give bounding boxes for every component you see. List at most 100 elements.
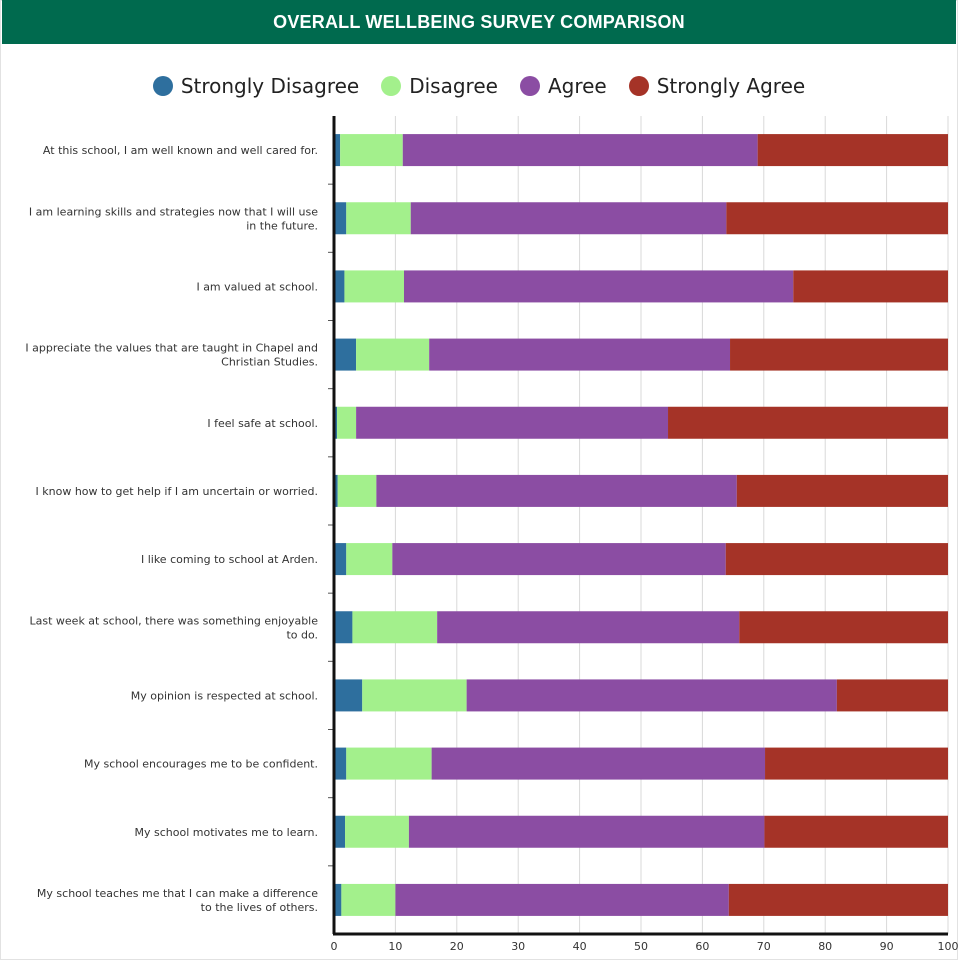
bar-segment	[668, 406, 948, 439]
bar-segment	[334, 474, 338, 507]
bar-segment	[392, 543, 726, 576]
bar-segment	[403, 270, 794, 303]
category-label: I am valued at school.	[196, 280, 318, 293]
bar-segment	[346, 747, 432, 780]
x-tick-label: 90	[880, 940, 894, 953]
bar-segment	[402, 134, 758, 167]
x-tick-label: 70	[757, 940, 771, 953]
category-label: My school teaches me that I can make a d…	[37, 887, 318, 914]
category-label: At this school, I am well known and well…	[43, 144, 318, 157]
bar-segment	[793, 270, 948, 303]
bar-segment	[410, 202, 727, 235]
bar-segment	[346, 543, 393, 576]
legend-item[interactable]: Strongly Disagree	[152, 74, 360, 98]
x-tick-label: 60	[695, 940, 709, 953]
category-label-line: I am learning skills and strategies now …	[29, 205, 318, 218]
bar-segment	[334, 406, 338, 439]
legend-item[interactable]: Disagree	[381, 74, 498, 98]
category-label-line: to do.	[286, 628, 318, 641]
category-label: My school motivates me to learn.	[134, 826, 318, 839]
bar-segment	[356, 406, 669, 439]
legend-label: Strongly Disagree	[180, 74, 360, 98]
bar-segment	[765, 747, 948, 780]
category-label-line: I feel safe at school.	[207, 417, 318, 430]
category-label-line: I know how to get help if I am uncertain…	[36, 485, 318, 498]
x-tick-label: 80	[818, 940, 832, 953]
bar-segment	[725, 543, 948, 576]
category-label-line: My school teaches me that I can make a d…	[37, 887, 318, 900]
category-label-line: My school encourages me to be confident.	[84, 758, 318, 771]
bar-segment	[334, 543, 347, 576]
bar-segment	[728, 883, 948, 916]
category-label-line: in the future.	[246, 219, 318, 232]
bar-segment	[334, 338, 357, 371]
legend-swatch	[628, 76, 649, 96]
category-label: My school encourages me to be confident.	[84, 758, 318, 771]
x-tick-label: 100	[938, 940, 958, 953]
category-label-line: At this school, I am well known and well…	[43, 144, 318, 157]
category-label-line: My school motivates me to learn.	[134, 826, 318, 839]
category-label: I feel safe at school.	[207, 417, 318, 430]
bar-segment	[334, 679, 363, 712]
bar-segment	[739, 611, 948, 644]
bar-segment	[429, 338, 731, 371]
legend-swatch	[519, 76, 540, 96]
bar-segment	[345, 815, 409, 848]
bar-segment	[344, 270, 404, 303]
bar-segment	[466, 679, 837, 712]
bar-segment	[757, 134, 948, 167]
category-label: Last week at school, there was something…	[30, 614, 319, 641]
category-label: I am learning skills and strategies now …	[29, 205, 318, 232]
x-tick-label: 40	[573, 940, 587, 953]
category-label-line: Christian Studies.	[221, 356, 318, 369]
legend-label: Agree	[547, 74, 607, 98]
x-tick-label: 10	[388, 940, 402, 953]
category-label: My opinion is respected at school.	[131, 689, 318, 702]
bar-segment	[334, 815, 346, 848]
bar-segment	[376, 474, 737, 507]
x-tick-label: 0	[331, 940, 338, 953]
legend-swatch	[381, 76, 402, 96]
bar-segment	[334, 747, 347, 780]
bar-segment	[726, 202, 948, 235]
legend-label: Strongly Agree	[656, 74, 806, 98]
category-label-line: to the lives of others.	[201, 901, 318, 914]
x-tick-label: 30	[511, 940, 525, 953]
bar-segment	[340, 134, 403, 167]
bar-segment	[836, 679, 948, 712]
title-bar: OVERALL WELLBEING SURVEY COMPARISON	[2, 0, 956, 44]
category-label: I appreciate the values that are taught …	[25, 342, 318, 369]
bar-segment	[334, 611, 353, 644]
category-label-line: I like coming to school at Arden.	[141, 553, 318, 566]
category-label: I like coming to school at Arden.	[141, 553, 318, 566]
bar-segment	[395, 883, 729, 916]
category-label-line: My opinion is respected at school.	[131, 689, 318, 702]
bar-segment	[334, 202, 347, 235]
bar-segment	[764, 815, 948, 848]
bar-segment	[352, 611, 438, 644]
legend-item[interactable]: Agree	[519, 74, 607, 98]
legend-swatch	[152, 76, 173, 96]
x-tick-label: 20	[450, 940, 464, 953]
x-tick-label: 50	[634, 940, 648, 953]
bar-segment	[362, 679, 467, 712]
bar-segment	[730, 338, 948, 371]
bar-segment	[337, 406, 357, 439]
bar-segment	[341, 883, 396, 916]
bar-segment	[334, 134, 341, 167]
bar-segment	[356, 338, 430, 371]
bar-segment	[334, 883, 342, 916]
bar-segment	[431, 747, 766, 780]
chart-title: OVERALL WELLBEING SURVEY COMPARISON	[273, 11, 685, 32]
category-label-line: I appreciate the values that are taught …	[25, 342, 318, 355]
bar-segment	[334, 270, 345, 303]
bar-segment	[736, 474, 948, 507]
legend: Strongly Disagree Disagree Agree Strongly A…	[0, 72, 958, 100]
category-label-line: I am valued at school.	[196, 280, 318, 293]
bar-segment	[337, 474, 377, 507]
bar-segment	[408, 815, 765, 848]
bar-segment	[437, 611, 740, 644]
legend-item[interactable]: Strongly Agree	[628, 74, 806, 98]
category-label: I know how to get help if I am uncertain…	[36, 485, 318, 498]
